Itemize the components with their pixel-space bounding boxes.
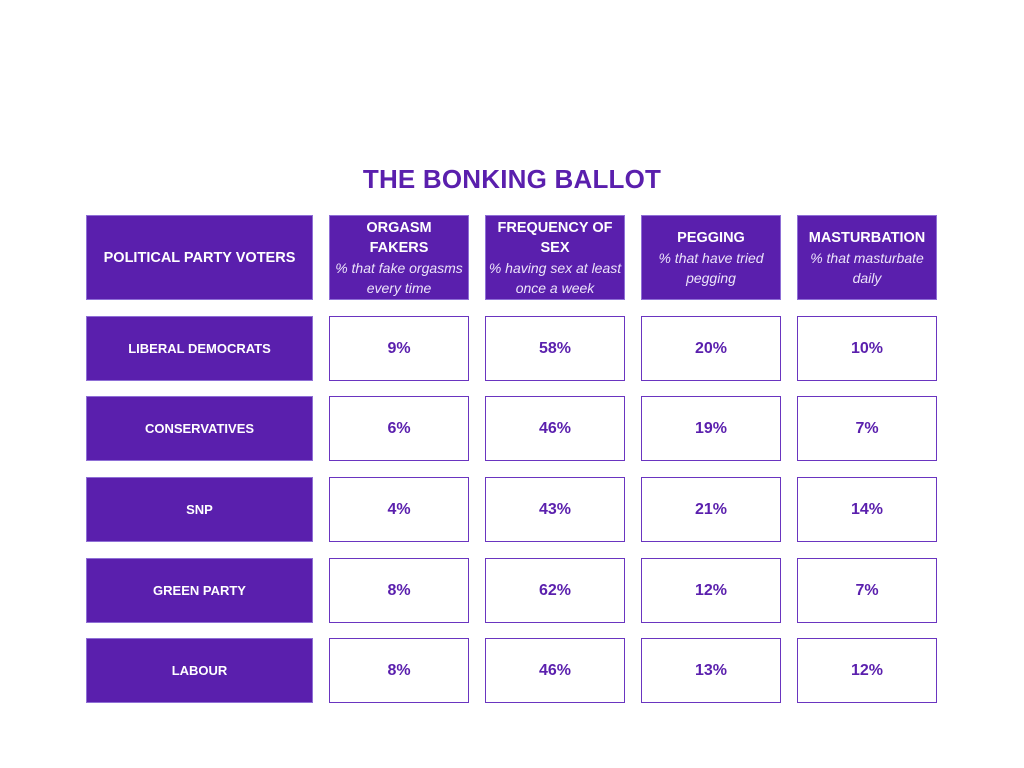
value-cell: 8%	[329, 558, 469, 623]
column-header-title: MASTURBATION	[808, 229, 926, 246]
value-cell: 6%	[329, 396, 469, 461]
corner-header-label: POLITICAL PARTY VOTERS	[103, 249, 296, 266]
column-header-subtitle: % that have tried pegging	[658, 249, 764, 286]
value-cell: 46%	[485, 396, 625, 461]
column-header-title: PEGGING	[677, 229, 745, 246]
column-header-title: ORGASM FAKERS	[366, 219, 432, 256]
row-label: SNP	[86, 477, 313, 542]
row-label: GREEN PARTY	[86, 558, 313, 623]
value-cell: 46%	[485, 638, 625, 703]
value-cell: 20%	[641, 316, 781, 381]
value-cell: 4%	[329, 477, 469, 542]
value-cell: 9%	[329, 316, 469, 381]
value-cell: 13%	[641, 638, 781, 703]
value-cell: 19%	[641, 396, 781, 461]
column-header-subtitle: % that fake orgasms every time	[335, 259, 463, 296]
column-header-title: FREQUENCY OF SEX	[497, 219, 613, 256]
value-cell: 58%	[485, 316, 625, 381]
column-header: MASTURBATION % that masturbate daily	[797, 215, 937, 300]
value-cell: 8%	[329, 638, 469, 703]
row-label: CONSERVATIVES	[86, 396, 313, 461]
value-cell: 21%	[641, 477, 781, 542]
value-cell: 12%	[797, 638, 937, 703]
row-label: LABOUR	[86, 638, 313, 703]
column-header: FREQUENCY OF SEX% having sex at least on…	[485, 215, 625, 300]
column-header: ORGASM FAKERS% that fake orgasms every t…	[329, 215, 469, 300]
value-cell: 62%	[485, 558, 625, 623]
chart-title: THE BONKING BALLOT	[362, 164, 662, 194]
value-cell: 7%	[797, 396, 937, 461]
corner-header: POLITICAL PARTY VOTERS	[86, 215, 313, 300]
value-cell: 14%	[797, 477, 937, 542]
value-cell: 12%	[641, 558, 781, 623]
column-header: PEGGING % that have tried pegging	[641, 215, 781, 300]
value-cell: 43%	[485, 477, 625, 542]
column-header-subtitle: % having sex at least once a week	[488, 259, 622, 296]
row-label: LIBERAL DEMOCRATS	[86, 316, 313, 381]
value-cell: 7%	[797, 558, 937, 623]
value-cell: 10%	[797, 316, 937, 381]
column-header-subtitle: % that masturbate daily	[810, 249, 924, 286]
